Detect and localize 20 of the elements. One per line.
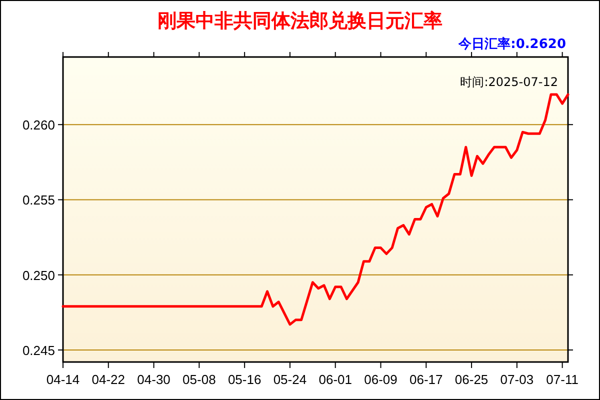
- x-tick-label: 06-01: [318, 372, 352, 387]
- x-tick-label: 05-08: [182, 372, 216, 387]
- x-tick-label: 05-16: [228, 372, 262, 387]
- x-tick-label: 06-09: [364, 372, 398, 387]
- x-tick-label: 05-24: [273, 372, 307, 387]
- x-tick-label: 06-17: [410, 372, 443, 387]
- y-tick-label: 0.250: [22, 268, 55, 283]
- y-tick-label: 0.255: [22, 192, 55, 208]
- y-tick-label: 0.260: [22, 118, 55, 133]
- x-tick-label: 07-11: [546, 372, 578, 387]
- x-tick-label: 07-03: [500, 372, 534, 387]
- line-series: [62, 93, 570, 326]
- annotation: 时间:2025-07-12: [460, 75, 558, 89]
- x-tick-label: 06-25: [454, 372, 488, 387]
- x-tick-label: 04-22: [92, 372, 126, 387]
- x-tick-label: 04-30: [137, 372, 170, 387]
- y-tick-label: 0.245: [22, 342, 55, 358]
- text: 今日汇率:0.2620: [458, 36, 566, 52]
- chart-title: 刚果中非共同体法郎兑换日元汇率: [158, 10, 442, 32]
- x-tick-label: 04-14: [46, 372, 80, 387]
